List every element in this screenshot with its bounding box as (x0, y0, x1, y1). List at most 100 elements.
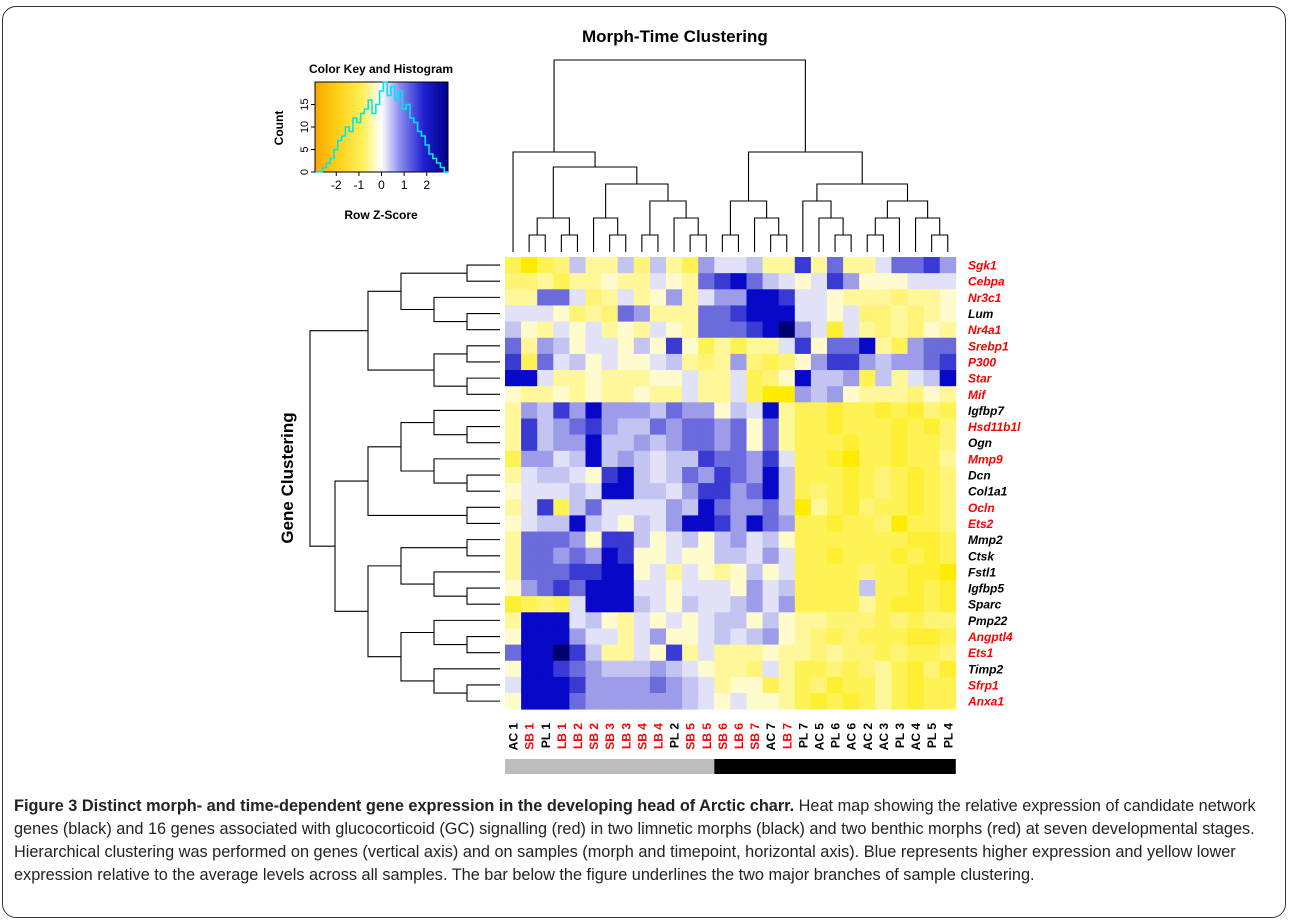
heatmap-cell (617, 450, 635, 468)
heatmap-cell (891, 499, 908, 516)
heatmap-cell (505, 418, 522, 436)
heatmap-cell (617, 273, 635, 290)
heatmap-cell (843, 644, 860, 662)
heatmap-cell (569, 499, 586, 516)
heatmap-cell (569, 337, 586, 355)
heatmap-cell (843, 402, 860, 419)
heatmap-cell (778, 305, 796, 322)
heatmap-cell (649, 289, 667, 306)
heatmap-cell (505, 257, 522, 274)
heatmap-cell (923, 660, 941, 678)
heatmap-cell (778, 693, 796, 710)
heatmap-cell (505, 547, 522, 565)
heatmap-cell (794, 644, 812, 662)
heatmap-cell (569, 402, 586, 419)
sample-label: AC 7 (764, 723, 778, 751)
heatmap-cell (601, 305, 619, 322)
heatmap-cell (891, 434, 908, 452)
heatmap-cell (698, 402, 715, 419)
heatmap-cell (682, 402, 699, 419)
gene-label: Sfrp1 (968, 678, 999, 692)
heatmap-cell (939, 628, 957, 645)
heatmap-cell (649, 676, 667, 694)
heatmap-cell (633, 515, 651, 532)
heatmap-cell (649, 257, 667, 274)
heatmap-cell (907, 434, 924, 452)
heatmap-cell (939, 337, 957, 355)
heatmap-cell (617, 305, 635, 322)
key-y-tick-label: 0 (299, 169, 311, 175)
heatmap-cell (939, 499, 957, 516)
heatmap-cell (521, 644, 538, 662)
heatmap-cell (617, 563, 635, 581)
heatmap-cell (939, 273, 957, 290)
heatmap-cell (682, 580, 699, 597)
gene-label: Pmp22 (968, 614, 1008, 628)
heatmap-cell (907, 257, 924, 274)
heatmap-cell (585, 289, 602, 306)
heatmap-cell (875, 531, 892, 549)
heatmap-cell (939, 466, 957, 484)
heatmap-cell (843, 370, 860, 387)
heatmap-cell (730, 289, 747, 306)
heatmap-cell (698, 434, 715, 452)
heatmap-cell (617, 580, 635, 597)
heatmap-cell (923, 353, 941, 371)
heatmap-cell (521, 612, 538, 629)
heatmap-cell (907, 563, 924, 581)
heatmap-cell (505, 531, 522, 549)
heatmap-cell (843, 386, 860, 403)
heatmap-cell (569, 386, 586, 403)
heatmap-cell (891, 660, 908, 678)
heatmap-cell (810, 353, 828, 371)
heatmap-cell (553, 580, 570, 597)
heatmap-cell (762, 660, 780, 678)
heatmap-cell (827, 273, 844, 290)
heatmap-cell (923, 693, 941, 710)
heatmap-cell (682, 499, 699, 516)
dendrogram-branch (466, 377, 500, 395)
heatmap-cell (698, 515, 715, 532)
heatmap-cell (939, 676, 957, 694)
heatmap-cell (843, 628, 860, 645)
heatmap-cell (730, 676, 747, 694)
dendrogram-branch (400, 631, 434, 682)
heatmap-cell (907, 580, 924, 597)
heatmap-cell (907, 418, 924, 436)
heatmap-cell (778, 628, 796, 645)
heatmap-cell (666, 466, 683, 484)
heatmap-cell (843, 353, 860, 371)
heatmap-cell (714, 450, 731, 468)
heatmap-cell (537, 547, 554, 565)
sample-label: LB 7 (780, 723, 794, 749)
heatmap-cell (682, 434, 699, 452)
heatmap-cell (730, 644, 747, 662)
heatmap-cell (891, 676, 908, 694)
heatmap-cell (827, 612, 844, 629)
caption-title: Figure 3 Distinct morph- and time-depend… (14, 797, 795, 815)
heatmap-cell (633, 466, 651, 484)
heatmap-cell (859, 257, 876, 274)
heatmap-cell (569, 612, 586, 629)
dendrogram-branch (466, 539, 500, 557)
heatmap-cell (553, 676, 570, 694)
gene-clustering-label: Gene Clustering (278, 412, 297, 543)
heatmap-cell (505, 596, 522, 613)
heatmap-cell (827, 660, 844, 678)
key-y-tick-label: 15 (299, 98, 311, 110)
heatmap-cell (939, 321, 957, 339)
heatmap-cell (633, 370, 651, 387)
heatmap-cell (794, 305, 812, 322)
heatmap-cell (714, 499, 731, 516)
heatmap-cell (891, 305, 908, 322)
gene-label: Star (968, 372, 993, 386)
heatmap-cell (843, 547, 860, 565)
heatmap-cell (875, 499, 892, 516)
heatmap-cell (649, 580, 667, 597)
gene-label: Dcn (968, 469, 991, 483)
heatmap-cell (907, 628, 924, 645)
heatmap-cell (537, 402, 554, 419)
heatmap-cell (794, 321, 812, 339)
heatmap-cell (505, 580, 522, 597)
heatmap-cell (875, 483, 892, 500)
